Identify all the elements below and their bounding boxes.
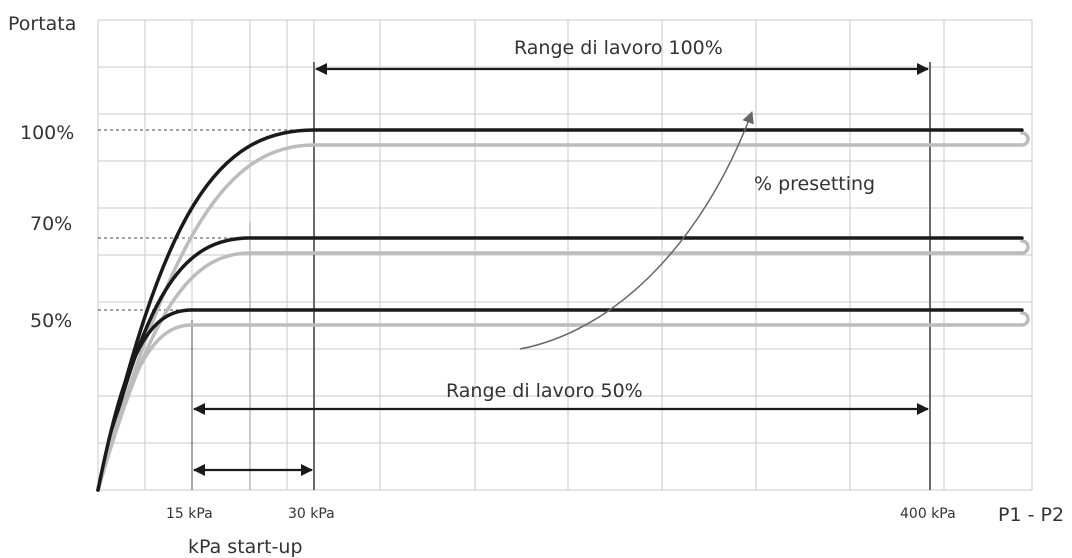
presetting-arrow <box>519 111 754 350</box>
x-axis-label: P1 - P2 <box>998 504 1064 526</box>
curves <box>96 128 1030 492</box>
y-tick-100: 100% <box>20 122 74 144</box>
start-up-label: kPa start-up <box>188 536 303 558</box>
curve-shadow-70 <box>96 239 1030 492</box>
presetting-label: % presetting <box>754 173 875 195</box>
x-tick-15kpa: 15 kPa <box>166 506 213 522</box>
x-tick-30kpa: 30 kPa <box>288 506 335 522</box>
curve-shadow-50 <box>96 311 1030 492</box>
y-tick-70: 70% <box>30 213 72 235</box>
reference-lines <box>98 62 931 490</box>
curve-main-50 <box>96 308 1024 492</box>
y-axis-label: Portata <box>8 13 76 35</box>
curve-main-70 <box>96 236 1024 492</box>
x-tick-400kpa: 400 kPa <box>900 506 956 522</box>
y-tick-50: 50% <box>30 310 72 332</box>
range-100-label: Range di lavoro 100% <box>514 37 723 59</box>
range-50-label: Range di lavoro 50% <box>446 380 643 402</box>
annotations <box>193 63 929 476</box>
